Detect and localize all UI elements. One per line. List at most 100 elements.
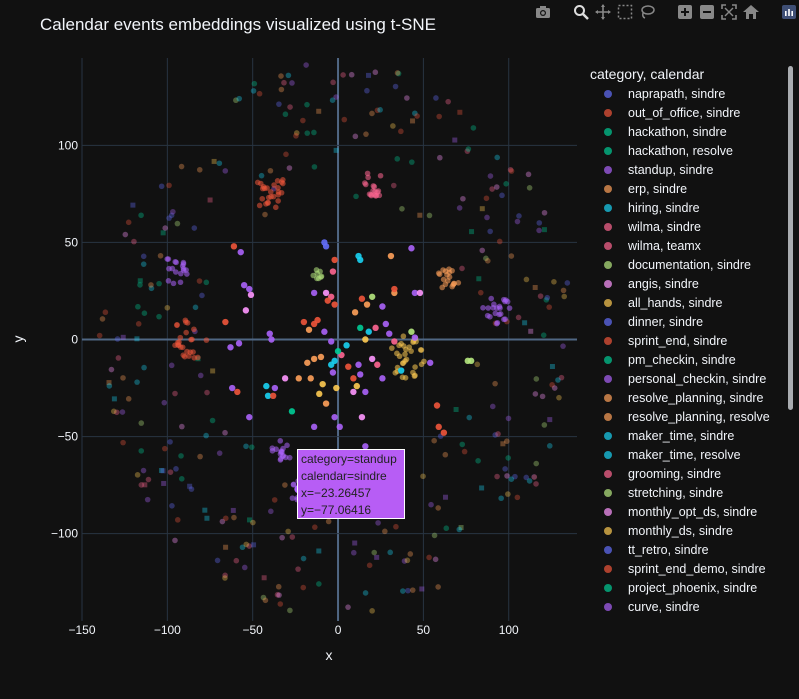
background-point[interactable] bbox=[110, 408, 117, 415]
cluster-point[interactable] bbox=[275, 198, 281, 204]
background-point[interactable] bbox=[364, 87, 370, 94]
background-point[interactable] bbox=[431, 532, 438, 539]
data-point[interactable] bbox=[331, 256, 338, 264]
data-point[interactable] bbox=[234, 388, 241, 396]
background-point[interactable] bbox=[508, 168, 515, 174]
background-point[interactable] bbox=[500, 441, 506, 447]
background-point[interactable] bbox=[419, 586, 425, 592]
zoom-out-icon[interactable] bbox=[699, 4, 715, 20]
background-point[interactable] bbox=[409, 587, 416, 593]
background-point[interactable] bbox=[120, 439, 126, 446]
background-point[interactable] bbox=[260, 594, 267, 601]
data-point[interactable] bbox=[240, 281, 248, 289]
background-point[interactable] bbox=[251, 542, 257, 548]
background-point[interactable] bbox=[435, 505, 441, 511]
background-point[interactable] bbox=[369, 608, 375, 614]
home-icon[interactable] bbox=[743, 4, 759, 20]
background-point[interactable] bbox=[277, 601, 284, 607]
background-point[interactable] bbox=[377, 107, 383, 113]
background-point[interactable] bbox=[453, 407, 459, 413]
background-point[interactable] bbox=[166, 182, 172, 189]
background-point[interactable] bbox=[442, 451, 449, 458]
background-point[interactable] bbox=[465, 146, 472, 152]
background-point[interactable] bbox=[366, 72, 372, 78]
background-point[interactable] bbox=[532, 284, 538, 290]
background-point[interactable] bbox=[504, 473, 510, 479]
cluster-point[interactable] bbox=[370, 183, 377, 189]
data-point[interactable] bbox=[331, 301, 338, 308]
background-point[interactable] bbox=[475, 458, 481, 464]
background-point[interactable] bbox=[503, 180, 509, 187]
background-point[interactable] bbox=[469, 229, 475, 235]
background-point[interactable] bbox=[484, 214, 490, 221]
cluster-point[interactable] bbox=[191, 326, 197, 333]
cluster-point[interactable] bbox=[270, 193, 277, 200]
cluster-point[interactable] bbox=[412, 372, 418, 379]
data-point[interactable] bbox=[269, 392, 277, 399]
cluster-point[interactable] bbox=[187, 349, 194, 355]
background-point[interactable] bbox=[458, 525, 464, 531]
cluster-point[interactable] bbox=[265, 200, 271, 206]
background-point[interactable] bbox=[243, 443, 249, 450]
data-point[interactable] bbox=[322, 400, 330, 407]
cluster-point[interactable] bbox=[184, 320, 191, 326]
cluster-point[interactable] bbox=[377, 172, 384, 179]
background-point[interactable] bbox=[546, 304, 553, 310]
background-point[interactable] bbox=[250, 519, 256, 526]
background-point[interactable] bbox=[348, 71, 355, 78]
data-point[interactable] bbox=[329, 369, 337, 376]
background-point[interactable] bbox=[131, 238, 137, 245]
cluster-point[interactable] bbox=[183, 329, 189, 336]
data-point[interactable] bbox=[368, 293, 376, 300]
legend-item[interactable]: resolve_planning, resolve bbox=[590, 407, 790, 426]
data-point[interactable] bbox=[321, 328, 328, 335]
legend-item[interactable]: out_of_office, sindre bbox=[590, 103, 790, 122]
data-point[interactable] bbox=[336, 423, 343, 431]
background-point[interactable] bbox=[278, 86, 285, 93]
data-point[interactable] bbox=[319, 380, 326, 388]
cluster-point[interactable] bbox=[412, 364, 418, 370]
cluster-point[interactable] bbox=[439, 284, 446, 291]
data-point[interactable] bbox=[345, 363, 352, 370]
background-point[interactable] bbox=[222, 168, 229, 174]
legend-item[interactable]: monthly_opt_ds, sindre bbox=[590, 502, 790, 521]
background-point[interactable] bbox=[560, 343, 566, 349]
background-point[interactable] bbox=[549, 382, 555, 388]
background-point[interactable] bbox=[278, 73, 284, 79]
background-point[interactable] bbox=[268, 508, 274, 515]
background-point[interactable] bbox=[179, 423, 185, 430]
cluster-point[interactable] bbox=[284, 442, 290, 449]
data-point[interactable] bbox=[357, 256, 364, 264]
background-point[interactable] bbox=[125, 219, 132, 226]
data-point[interactable] bbox=[247, 291, 255, 299]
background-point[interactable] bbox=[523, 276, 530, 283]
background-point[interactable] bbox=[108, 366, 115, 373]
cluster-point[interactable] bbox=[271, 182, 277, 188]
background-point[interactable] bbox=[428, 501, 434, 508]
background-point[interactable] bbox=[258, 172, 265, 179]
background-point[interactable] bbox=[489, 403, 496, 410]
data-point[interactable] bbox=[317, 353, 325, 361]
data-point[interactable] bbox=[362, 388, 369, 396]
data-point[interactable] bbox=[322, 289, 330, 297]
background-point[interactable] bbox=[178, 453, 184, 459]
cluster-point[interactable] bbox=[488, 295, 495, 302]
data-point[interactable] bbox=[242, 307, 250, 314]
background-point[interactable] bbox=[169, 502, 175, 509]
data-point[interactable] bbox=[411, 289, 419, 297]
background-point[interactable] bbox=[487, 228, 493, 235]
cluster-point[interactable] bbox=[496, 303, 503, 310]
data-point[interactable] bbox=[305, 326, 313, 333]
cluster-point[interactable] bbox=[203, 337, 210, 343]
data-point[interactable] bbox=[374, 361, 381, 368]
cluster-point[interactable] bbox=[364, 170, 371, 177]
data-point[interactable] bbox=[227, 344, 234, 351]
background-point[interactable] bbox=[267, 167, 274, 174]
background-point[interactable] bbox=[251, 80, 258, 87]
background-point[interactable] bbox=[276, 101, 282, 107]
cluster-point[interactable] bbox=[181, 353, 188, 360]
background-point[interactable] bbox=[556, 394, 562, 401]
cluster-point[interactable] bbox=[170, 280, 177, 287]
background-point[interactable] bbox=[120, 375, 126, 381]
data-point[interactable] bbox=[382, 320, 390, 328]
